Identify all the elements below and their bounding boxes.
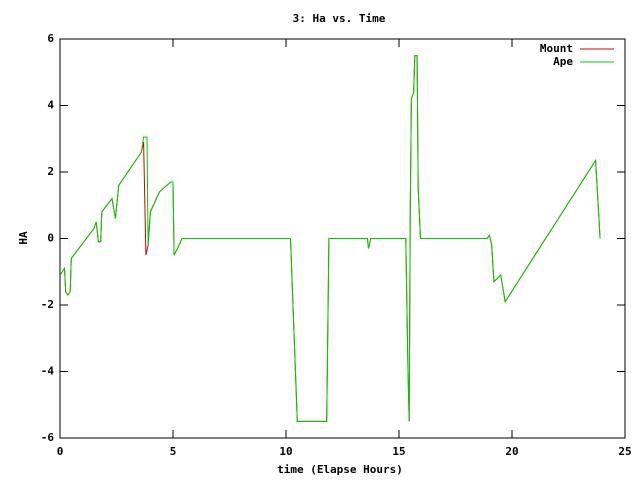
x-tick-label: 5 <box>170 445 177 458</box>
y-tick-label: 4 <box>47 99 54 112</box>
chart-title: 3: Ha vs. Time <box>293 12 386 25</box>
legend-label: Mount <box>540 42 573 55</box>
x-tick-label: 20 <box>505 445 518 458</box>
x-axis-label: time (Elapse Hours) <box>277 463 403 476</box>
y-tick-label: -2 <box>41 298 54 311</box>
legend-label: Ape <box>553 55 573 68</box>
x-tick-label: 15 <box>392 445 405 458</box>
y-axis-label: HA <box>17 231 30 245</box>
y-tick-label: 2 <box>47 165 54 178</box>
y-tick-label: -6 <box>41 431 55 444</box>
data-line <box>59 55 601 422</box>
x-tick-label: 25 <box>618 445 631 458</box>
y-tick-label: 6 <box>47 32 54 45</box>
y-tick-label: -4 <box>41 365 55 378</box>
x-tick-label: 0 <box>57 445 64 458</box>
y-tick-label: 0 <box>47 232 54 245</box>
x-tick-label: 10 <box>279 445 292 458</box>
